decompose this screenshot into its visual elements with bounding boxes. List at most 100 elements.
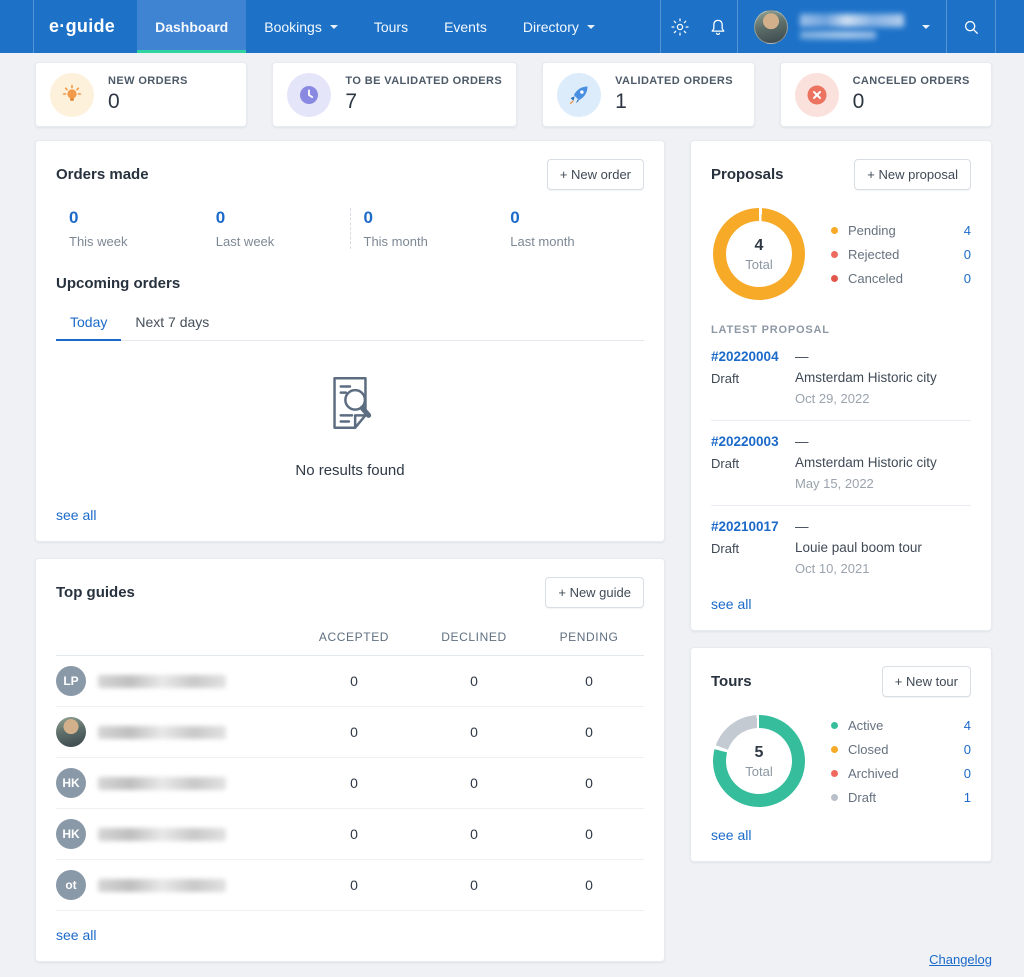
chevron-down-icon	[586, 24, 595, 33]
stat-label: Last month	[510, 234, 575, 249]
legend-value: 4	[963, 222, 971, 238]
avatar	[56, 717, 86, 747]
legend-value: 4	[963, 717, 971, 733]
pending-count: 0	[585, 673, 593, 689]
notifications-button[interactable]	[699, 0, 737, 53]
legend-label: Active	[848, 717, 884, 733]
avatar: HK	[56, 819, 86, 849]
guide-name-cell: HK	[56, 819, 294, 849]
legend-dot-icon	[831, 769, 838, 777]
redacted-text-block	[800, 14, 904, 27]
top-guides-header: Top guides + New guide	[56, 577, 644, 608]
proposals-donut-chart: 4 Total	[713, 208, 805, 300]
proposal-id-link[interactable]: #20210017	[711, 519, 779, 534]
user-menu[interactable]	[738, 0, 946, 53]
chevron-down-icon	[329, 24, 338, 33]
pending-count: 0	[585, 877, 593, 893]
proposals-card: Proposals + New proposal 4 Total Pending…	[690, 140, 992, 631]
see-all-link[interactable]: see all	[56, 927, 97, 943]
empty-state: No results found	[56, 341, 644, 485]
lightbulb-icon	[50, 72, 94, 117]
table-row[interactable]: HK 0 0 0	[56, 758, 644, 809]
see-all-link[interactable]: see all	[711, 596, 752, 612]
proposal-dash: —	[795, 519, 809, 534]
declined-count: 0	[470, 877, 478, 893]
see-all-link[interactable]: see all	[56, 507, 97, 523]
upcoming-orders-tabs: Today Next 7 days	[56, 304, 644, 341]
document-search-icon	[317, 371, 383, 437]
user-avatar	[754, 9, 788, 44]
donut-total-label: Total	[745, 256, 773, 272]
legend-value: 0	[963, 765, 971, 781]
proposal-id-link[interactable]: #20220004	[711, 349, 779, 364]
avatar: LP	[56, 666, 86, 696]
redacted-text-block	[98, 878, 226, 892]
main-content: Orders made + New order 0 This week 0 La…	[0, 127, 1024, 962]
tab-next-7-days[interactable]: Next 7 days	[135, 314, 210, 330]
table-row[interactable]: ot 0 0 0	[56, 860, 644, 911]
legend-value: 1	[963, 789, 971, 805]
panel-title: Tours	[711, 673, 752, 690]
donut-center: 4 Total	[713, 208, 805, 300]
navbar-divider	[33, 0, 34, 53]
proposal-id-link[interactable]: #20220003	[711, 434, 779, 449]
stat-label: NEW ORDERS	[108, 75, 188, 87]
navbar-right-pad	[996, 0, 1024, 53]
new-order-button[interactable]: + New order	[546, 159, 644, 190]
list-item: #20220003 Draft — Amsterdam Historic cit…	[711, 421, 971, 506]
stat-value: 0	[69, 208, 79, 227]
stat-label: This week	[69, 234, 128, 249]
declined-count: 0	[470, 724, 478, 740]
see-all-row: see all	[56, 507, 644, 525]
brand-logo[interactable]: e·guide	[49, 16, 116, 36]
gear-icon	[670, 17, 690, 37]
stat-value: 0	[215, 208, 226, 227]
navbar-divider	[660, 0, 661, 53]
new-proposal-button[interactable]: + New proposal	[854, 159, 971, 190]
orders-made-header: Orders made + New order	[56, 159, 644, 190]
changelog-link[interactable]: Changelog	[929, 952, 992, 967]
panel-title: Top guides	[56, 584, 135, 601]
accepted-count: 0	[350, 673, 358, 689]
proposal-status: Draft	[711, 371, 740, 386]
table-row[interactable]: 0 0 0	[56, 707, 644, 758]
nav-tab-dashboard[interactable]: Dashboard	[137, 0, 247, 53]
legend-dot-icon	[831, 274, 838, 282]
nav-tab-tours[interactable]: Tours	[356, 0, 426, 53]
nav-tab-bookings[interactable]: Bookings	[246, 0, 356, 53]
tours-chart-row: 5 Total Active 4 Closed 0	[711, 715, 971, 807]
see-all-link[interactable]: see all	[711, 827, 752, 843]
accepted-count: 0	[350, 775, 358, 791]
orders-stat-this-week: 0 This week	[56, 208, 203, 249]
table-row[interactable]: HK 0 0 0	[56, 809, 644, 860]
redacted-text-block	[800, 31, 876, 39]
settings-button[interactable]	[661, 0, 699, 53]
new-guide-button[interactable]: + New guide	[545, 577, 644, 608]
right-column: Proposals + New proposal 4 Total Pending…	[690, 140, 992, 862]
table-row[interactable]: LP 0 0 0	[56, 656, 644, 707]
legend-value: 0	[963, 741, 971, 757]
proposal-right: — Amsterdam Historic city Oct 29, 2022	[795, 349, 971, 406]
stat-card-canceled-orders: CANCELED ORDERS 0	[779, 62, 992, 127]
nav-tab-directory[interactable]: Directory	[505, 0, 613, 53]
new-tour-button[interactable]: + New tour	[881, 666, 971, 697]
legend-label: Canceled	[848, 270, 903, 286]
see-all-row: see all	[56, 927, 644, 945]
proposal-dash: —	[795, 349, 809, 364]
proposal-date: May 15, 2022	[795, 476, 874, 491]
legend-item-archived: Archived 0	[831, 766, 971, 781]
donut-total-value: 5	[754, 743, 764, 761]
legend-dot-icon	[831, 721, 838, 729]
tab-today[interactable]: Today	[56, 304, 122, 341]
nav-tab-label: Events	[444, 18, 487, 35]
search-button[interactable]	[947, 0, 995, 53]
redacted-text-block	[98, 674, 226, 688]
search-icon	[961, 17, 981, 37]
stat-texts: CANCELED ORDERS 0	[853, 75, 970, 114]
nav-tab-events[interactable]: Events	[426, 0, 505, 53]
stat-cards-row: NEW ORDERS 0 TO BE VALIDATED ORDERS 7	[0, 53, 1024, 127]
tours-legend: Active 4 Closed 0 Archived 0	[831, 718, 971, 805]
legend-item-pending: Pending 4	[831, 223, 971, 238]
legend-label: Draft	[848, 789, 877, 805]
clock-icon	[287, 72, 332, 117]
